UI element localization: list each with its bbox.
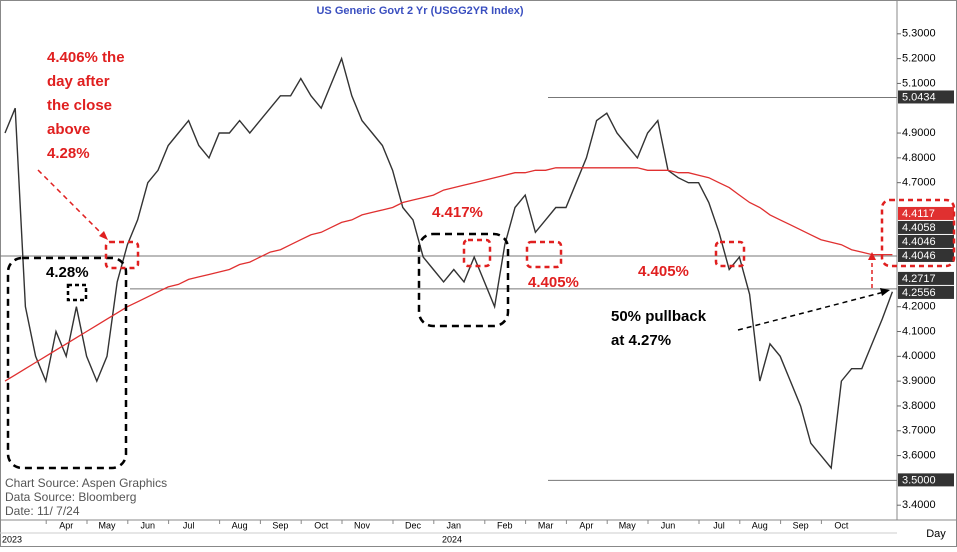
x-tick-label: Nov [354,520,371,530]
x-axis-label: Day [926,528,946,540]
price-tag-label: 5.0434 [902,91,936,103]
annotation-line: day after [47,73,110,90]
price-tag-label: 4.2717 [902,273,936,285]
x-tick-label: Feb [497,520,513,530]
annotation: 4.406% the day after the close above 4.2… [47,49,129,162]
series-line [4,56,894,470]
x-tick-label: May [98,520,116,530]
price-tag-label: 4.4046 [902,236,936,248]
price-tag [898,90,954,104]
y-tick-label: 4.7000 [902,177,936,189]
x-tick-label: Aug [232,520,248,530]
y-tick-label: 4.8000 [902,152,936,164]
annotation: 50% pullback at 4.27% [611,308,710,349]
x-tick-label: Jul [713,520,725,530]
x-tick-label: Oct [314,520,329,530]
price-tag-label: 4.4117 [902,208,935,220]
dashed-box [525,240,563,269]
price-tag-label: 4.2556 [902,287,936,299]
x-tick-label: Mar [538,520,554,530]
y-tick-label: 5.3000 [902,28,936,40]
y-tick-label: 4.9000 [902,127,936,139]
annotation-line: 4.406% the [47,49,125,66]
dashed-box [417,232,510,328]
source-note: Date: 11/ 7/24 [5,504,80,518]
y-tick-label: 3.7000 [902,425,936,437]
y-tick-label: 3.9000 [902,375,936,387]
chart-title: US Generic Govt 2 Yr (USGG2YR Index) [316,5,523,17]
annotation-line: 50% pullback [611,308,707,325]
price-tag [898,248,954,262]
price-tag [898,220,954,234]
price-tag [898,234,954,248]
series-line [4,167,893,382]
y-tick-label: 3.6000 [902,449,936,461]
year-label: 2024 [442,534,462,544]
annotation: 4.405% [528,274,579,291]
dashed-box [6,256,128,470]
callouts [6,169,956,470]
price-tag-label: 3.5000 [902,474,936,486]
annotation-line: at 4.27% [611,332,671,349]
price-tag [898,285,954,299]
dashed-box [66,283,88,302]
y-tick-label: 3.8000 [902,400,936,412]
price-tag [898,473,954,487]
x-tick-label: Sep [793,520,809,530]
annotation: 4.417% [432,204,483,221]
y-tick-label: 4.0000 [902,350,936,362]
annotation: 4.405% [638,263,689,280]
arrow [37,169,109,241]
x-tick-label: May [619,520,637,530]
price-tag-label: 4.4046 [902,250,936,262]
x-tick-label: Jul [183,520,195,530]
price-tag-label: 4.4058 [902,222,936,234]
arrowhead [868,252,876,260]
source-note: Data Source: Bloomberg [5,490,136,504]
annotation-line: above [47,121,90,138]
price-tag [898,206,954,220]
arrow [737,291,885,331]
source-note: Chart Source: Aspen Graphics [5,476,167,490]
x-tick-label: Jun [661,520,676,530]
plot: 3.4000 3.6000 3.7000 3.8000 3.9000 4.0000 4.10… [0,28,954,530]
x-tick-label: Dec [405,520,422,530]
price-tag [898,271,954,285]
y-tick-label: 3.4000 [902,499,936,511]
x-tick-label: Jan [447,520,462,530]
year-label: 2023 [2,534,22,544]
x-tick-label: Apr [59,520,73,530]
dashed-box [462,238,492,268]
x-tick-label: Jun [141,520,156,530]
dashed-box [714,240,746,268]
y-tick-label: 4.1000 [902,325,936,337]
x-tick-label: Apr [579,520,593,530]
x-tick-label: Sep [272,520,288,530]
dashed-box [880,198,956,268]
annotation-line: the close [47,97,112,114]
x-tick-label: Aug [752,520,768,530]
annotation-line: 4.28% [47,145,90,162]
y-tick-label: 5.2000 [902,53,936,65]
arrowhead [880,288,890,296]
annotation: 4.28% [46,264,89,281]
y-tick-label: 5.1000 [902,77,936,89]
y-tick-label: 4.2000 [902,301,936,313]
x-tick-label: Oct [834,520,849,530]
arrowhead [99,231,108,240]
dashed-box [104,240,140,270]
